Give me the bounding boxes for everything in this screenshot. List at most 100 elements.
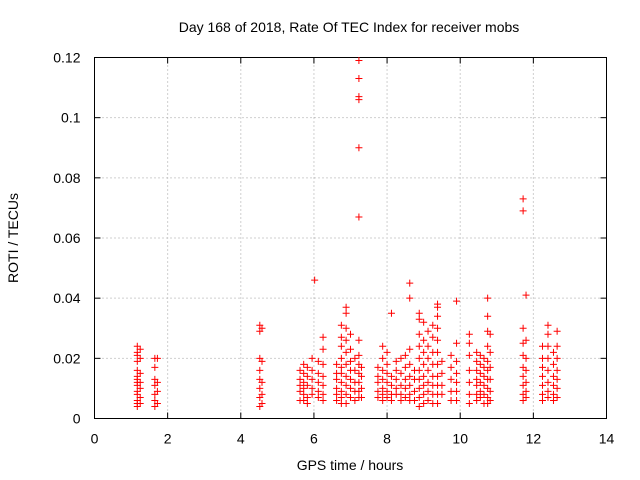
data-point [420, 372, 428, 380]
data-point [314, 387, 322, 395]
data-point [153, 354, 161, 362]
data-point [465, 366, 473, 374]
data-point [355, 144, 363, 152]
data-point [539, 390, 546, 398]
data-point [544, 378, 552, 386]
data-point [383, 369, 391, 377]
data-point [387, 372, 395, 380]
data-point [256, 366, 264, 374]
data-point [387, 396, 395, 404]
data-point [411, 387, 418, 395]
data-point [392, 375, 400, 383]
data-point [357, 363, 365, 371]
data-point [319, 360, 327, 368]
data-point [549, 396, 557, 404]
data-point [401, 351, 409, 359]
data-point [453, 387, 461, 395]
data-point [342, 309, 350, 317]
data-point [415, 342, 423, 350]
data-point [406, 390, 414, 398]
data-point [544, 393, 552, 401]
data-point [553, 327, 561, 335]
data-point [319, 372, 327, 380]
data-point [355, 57, 363, 65]
data-point [549, 390, 557, 398]
y-tick-label: 0.12 [53, 50, 80, 66]
data-point [333, 396, 341, 404]
data-point [465, 339, 473, 347]
data-point [392, 384, 400, 392]
data-point [429, 333, 437, 341]
x-axis-label: GPS time / hours [297, 457, 404, 473]
data-point [374, 393, 382, 401]
data-point [420, 381, 428, 389]
data-point [296, 375, 304, 383]
data-point [333, 375, 341, 383]
data-point [337, 387, 345, 395]
y-tick-label: 0.08 [53, 170, 80, 186]
data-point [438, 390, 446, 398]
data-point [544, 342, 552, 350]
x-tick-labels: 0 2 4 6 8 10 12 14 [91, 431, 615, 447]
data-point [383, 393, 391, 401]
data-point [434, 303, 442, 311]
data-point [553, 342, 561, 350]
data-point [420, 318, 428, 326]
data-point [476, 387, 484, 395]
data-point [300, 378, 308, 386]
data-point [406, 345, 414, 353]
data-point [424, 378, 432, 386]
data-point [337, 363, 345, 371]
x-tick-label: 14 [599, 431, 615, 447]
data-point [434, 399, 442, 407]
data-point [406, 294, 414, 302]
data-point [308, 375, 316, 383]
data-point [136, 399, 144, 407]
data-point [406, 372, 414, 380]
data-point [383, 360, 391, 368]
data-point [258, 390, 266, 398]
data-point [337, 321, 345, 329]
data-point [429, 321, 437, 329]
data-point [544, 366, 552, 374]
data-point [337, 378, 345, 386]
data-point [337, 342, 345, 350]
data-point [549, 360, 557, 368]
data-point [438, 381, 446, 389]
x-tick-label: 12 [526, 431, 542, 447]
data-point [300, 360, 308, 368]
data-point [522, 366, 530, 374]
data-point [311, 276, 319, 284]
data-point [484, 312, 492, 320]
data-point [133, 390, 141, 398]
data-point [383, 378, 391, 386]
data-point [453, 357, 461, 365]
data-point [420, 348, 428, 356]
data-point [347, 357, 354, 365]
data-point [415, 354, 423, 362]
data-point [351, 354, 359, 362]
data-point [519, 363, 527, 371]
data-point [486, 363, 494, 371]
data-point [258, 324, 266, 332]
x-tick-label: 8 [383, 431, 391, 447]
y-tick-labels: 0 0.02 0.04 0.06 0.08 0.1 0.12 [53, 50, 80, 427]
data-point [415, 366, 423, 374]
data-point [476, 393, 484, 401]
data-point [153, 378, 161, 386]
data-point [424, 387, 432, 395]
data-point [401, 384, 409, 392]
data-point [415, 402, 423, 410]
data-point [133, 381, 141, 389]
data-point [319, 345, 327, 353]
data-point [256, 384, 264, 392]
data-point [476, 351, 484, 359]
data-point [355, 336, 363, 344]
data-point [303, 363, 311, 371]
data-point [303, 393, 311, 401]
data-point [549, 372, 557, 380]
data-point [486, 396, 494, 404]
data-point [549, 348, 557, 356]
data-point [544, 354, 552, 362]
data-point [383, 348, 391, 356]
